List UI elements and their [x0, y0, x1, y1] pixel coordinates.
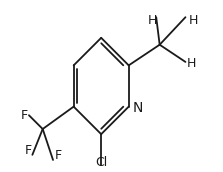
Text: Cl: Cl — [95, 155, 107, 169]
Text: N: N — [132, 101, 143, 115]
Text: F: F — [21, 109, 28, 122]
Text: F: F — [24, 143, 31, 157]
Text: H: H — [187, 57, 196, 70]
Text: F: F — [55, 149, 62, 162]
Text: H: H — [189, 14, 198, 27]
Text: H: H — [148, 14, 157, 27]
